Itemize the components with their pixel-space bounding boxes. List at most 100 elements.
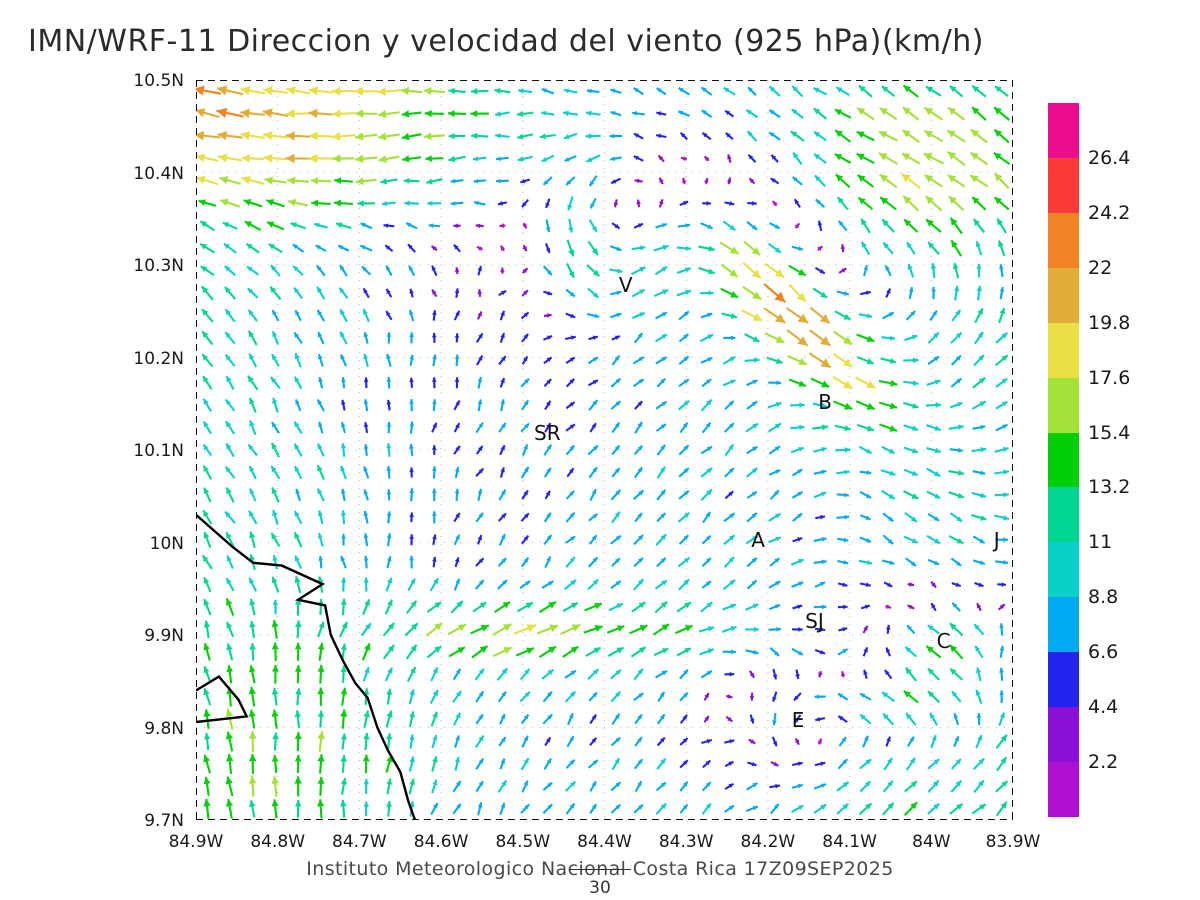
wind-arrow (610, 690, 622, 703)
wind-arrow (247, 287, 259, 299)
wind-arrow (947, 174, 966, 188)
wind-arrow (543, 758, 552, 770)
wind-arrow (792, 151, 803, 165)
wind-arrow (972, 376, 986, 389)
wind-arrow (363, 489, 369, 501)
wind-arrow (768, 131, 781, 141)
wind-arrow (993, 128, 1010, 144)
wind-arrow (631, 288, 646, 298)
wind-arrow (836, 802, 850, 815)
wind-arrow (902, 106, 920, 121)
wind-arrow (425, 622, 443, 637)
colorbar[interactable] (1048, 103, 1079, 817)
wind-arrow (817, 738, 823, 745)
wind-arrow (700, 488, 713, 502)
wind-arrow (496, 667, 509, 681)
wind-arrow (745, 626, 759, 632)
wind-arrow (285, 153, 311, 164)
wind-arrow (949, 217, 963, 235)
wind-arrow (609, 312, 622, 319)
wind-arrow (611, 335, 621, 341)
wind-arrow (855, 400, 876, 411)
wind-arrow (544, 400, 552, 411)
wind-arrow (516, 601, 534, 613)
colorbar-tick-label: 17.6 (1088, 366, 1131, 389)
wind-arrow (362, 666, 370, 682)
wind-arrow (409, 555, 414, 569)
wind-arrow (492, 646, 513, 658)
wind-arrow (835, 447, 851, 453)
wind-arrow (763, 307, 786, 324)
wind-arrow (795, 669, 800, 680)
wind-arrow (926, 424, 942, 432)
wind-arrow (587, 578, 599, 591)
wind-arrow (836, 469, 850, 475)
colorbar-tick-label: 15.4 (1088, 421, 1131, 444)
wind-arrow (950, 239, 963, 257)
wind-arrow (447, 623, 467, 636)
wind-arrow (543, 534, 553, 545)
station-label-c: C (936, 628, 951, 653)
wind-arrow (225, 731, 234, 752)
wind-arrow (521, 198, 530, 208)
wind-arrow (701, 580, 712, 589)
wind-arrow (521, 534, 530, 545)
wind-arrow (450, 178, 464, 184)
wind-arrow (317, 353, 324, 367)
wind-arrow (541, 154, 555, 163)
wind-arrow (746, 130, 758, 142)
wind-arrow (334, 177, 353, 185)
wind-arrow (431, 377, 437, 389)
wind-arrow (764, 263, 785, 279)
wind-arrow (656, 757, 667, 770)
wind-arrow (810, 377, 830, 388)
stray-label: 30 (589, 878, 611, 898)
wind-arrow (881, 559, 895, 565)
wind-vector-plot[interactable] (196, 80, 1013, 820)
wind-arrow (793, 198, 801, 208)
wind-arrow (454, 333, 460, 343)
wind-arrow (520, 466, 530, 479)
wind-arrow (611, 355, 621, 366)
wind-arrow (677, 556, 691, 568)
wind-arrow (225, 621, 235, 638)
wind-arrow (675, 624, 693, 635)
wind-arrow (224, 308, 236, 323)
wind-arrow (266, 221, 285, 231)
wind-arrow (497, 579, 508, 590)
wind-arrow (363, 533, 369, 547)
wind-arrow (363, 577, 369, 592)
wind-arrow (475, 557, 485, 567)
wind-arrow (198, 199, 217, 207)
wind-arrow (882, 712, 895, 726)
wind-arrow (317, 443, 325, 457)
wind-arrow (494, 111, 510, 117)
wind-arrow (340, 733, 347, 750)
wind-arrow (857, 196, 874, 210)
wind-arrow (995, 377, 1008, 388)
wind-arrow (908, 287, 914, 300)
wind-arrow (747, 201, 757, 206)
wind-arrow (723, 422, 735, 433)
wind-arrow (361, 643, 371, 661)
wind-arrow (883, 581, 893, 588)
wind-arrow (331, 131, 356, 141)
wind-arrow (632, 578, 645, 591)
wind-arrow (724, 109, 735, 118)
wind-arrow (863, 264, 869, 277)
wind-arrow (317, 642, 325, 661)
wind-arrow (354, 154, 378, 163)
wind-arrow (924, 174, 944, 188)
wind-arrow (679, 131, 688, 141)
wind-arrow (974, 307, 984, 324)
wind-arrow (203, 487, 212, 503)
wind-arrow (338, 621, 349, 638)
wind-arrow (565, 490, 575, 500)
wind-arrow (656, 466, 666, 479)
wind-arrow (794, 222, 801, 229)
wind-arrow (881, 218, 895, 233)
wind-arrow (949, 644, 964, 660)
wind-arrow (814, 174, 826, 188)
wind-arrow (476, 311, 483, 320)
wind-arrow (905, 310, 916, 321)
